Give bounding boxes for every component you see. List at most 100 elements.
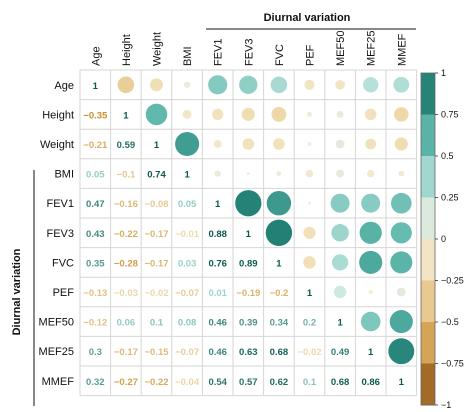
correlation-value: 0.1 xyxy=(303,377,317,388)
correlation-value: 0.68 xyxy=(270,347,289,358)
correlation-circle xyxy=(367,169,375,178)
correlation-circle xyxy=(363,77,379,93)
correlation-circle xyxy=(307,111,312,117)
correlation-circle xyxy=(331,224,349,242)
correlation-circle xyxy=(303,256,316,269)
correlation-value: −0.27 xyxy=(114,377,138,388)
column-label: MEF25 xyxy=(366,31,378,66)
correlation-value: 0.06 xyxy=(117,318,136,329)
correlation-circle xyxy=(364,108,377,121)
correlation-circle xyxy=(393,76,410,93)
correlation-circle xyxy=(359,221,382,244)
correlation-value: 0.43 xyxy=(86,229,105,240)
diagonal-label: 1 xyxy=(246,229,252,240)
colorbar-segment xyxy=(421,322,435,364)
correlation-circle xyxy=(388,338,415,365)
correlation-circle xyxy=(360,311,381,332)
correlation-value: −0.22 xyxy=(144,377,168,388)
correlation-circle xyxy=(336,110,344,118)
group-label-top: Diurnal variation xyxy=(264,12,351,24)
correlation-value: −0.02 xyxy=(297,347,321,358)
row-label: FEV1 xyxy=(46,198,74,210)
column-label: Height xyxy=(121,34,133,66)
correlation-circle xyxy=(271,106,287,122)
colorbar-tick-label: −0.5 xyxy=(441,317,459,327)
correlation-grid: Age Height Weight BMI FEV1 FEV3 FVC PEF MEF50 MEF… xyxy=(39,31,418,397)
correlation-circle xyxy=(368,290,373,294)
correlation-circle xyxy=(390,251,413,274)
correlation-circle xyxy=(145,103,168,126)
correlation-value: −0.2 xyxy=(270,288,289,299)
correlation-circle xyxy=(331,254,349,271)
correlation-circle xyxy=(175,131,200,157)
correlation-circle xyxy=(394,137,408,151)
correlation-value: 0.68 xyxy=(331,377,350,388)
column-label: Weight xyxy=(152,32,164,66)
correlation-circle xyxy=(241,107,255,121)
diagonal-label: 1 xyxy=(337,318,343,329)
correlation-value: 0.57 xyxy=(239,377,258,388)
correlation-circle xyxy=(365,138,377,150)
correlation-value: −0.21 xyxy=(83,140,108,151)
correlation-circle xyxy=(396,287,406,297)
correlation-value: 0.05 xyxy=(86,170,105,181)
correlation-value: −0.17 xyxy=(144,258,168,269)
colorbar-segment xyxy=(421,73,435,115)
correlation-value: −0.03 xyxy=(114,288,138,299)
correlation-value: −0.19 xyxy=(236,288,260,299)
correlation-value: 0.35 xyxy=(86,258,105,269)
row-label: Height xyxy=(42,109,74,121)
correlation-value: 0.2 xyxy=(303,318,316,329)
correlation-value: −0.35 xyxy=(83,110,108,121)
column-label: FVC xyxy=(274,44,286,66)
correlation-value: 0.1 xyxy=(150,318,164,329)
correlation-value: 0.86 xyxy=(361,377,380,388)
correlation-value: 0.03 xyxy=(178,258,197,269)
column-label: MEF50 xyxy=(335,31,347,66)
correlation-circle xyxy=(394,107,409,122)
colorbar-segment xyxy=(421,197,435,240)
correlation-circle xyxy=(304,79,315,90)
correlation-circle xyxy=(265,219,293,247)
diagonal-label: 1 xyxy=(93,81,99,92)
correlation-value: 0.88 xyxy=(208,229,227,240)
correlation-circle xyxy=(242,138,255,150)
correlation-circle xyxy=(305,169,314,178)
correlation-circle xyxy=(336,169,345,178)
column-label: MMEF xyxy=(396,33,408,66)
correlation-value: 0.34 xyxy=(270,318,289,329)
correlation-value: −0.04 xyxy=(175,377,200,388)
diagonal-label: 1 xyxy=(399,377,405,388)
correlation-circle xyxy=(276,171,282,177)
correlation-value: 0.62 xyxy=(270,377,289,388)
correlation-value: 0.49 xyxy=(331,347,350,358)
diagonal-label: 1 xyxy=(154,140,160,151)
row-label: MEF25 xyxy=(39,346,74,358)
column-label: BMI xyxy=(182,46,194,66)
correlation-circle xyxy=(183,81,191,88)
column-label: FEV1 xyxy=(213,38,225,66)
correlation-value: 0.74 xyxy=(147,170,166,181)
correlation-value: 0.89 xyxy=(239,258,258,269)
correlation-value: 0.47 xyxy=(86,199,105,210)
row-label: MMEF xyxy=(42,376,75,388)
correlation-circle xyxy=(212,108,224,120)
correlation-circle xyxy=(335,79,345,90)
row-label: PEF xyxy=(53,287,75,299)
correlation-circle xyxy=(389,310,413,334)
correlation-circle xyxy=(361,193,381,213)
colorbar-segment xyxy=(421,239,435,281)
correlation-value: −0.02 xyxy=(144,288,168,299)
correlation-value: 0.63 xyxy=(239,347,258,358)
correlation-value: −0.22 xyxy=(114,229,138,240)
correlation-circle xyxy=(303,226,316,239)
row-label: BMI xyxy=(54,169,74,181)
correlation-value: 0.46 xyxy=(208,318,227,329)
correlation-value: 0.54 xyxy=(208,377,227,388)
colorbar-segment xyxy=(421,280,435,323)
correlation-circle xyxy=(246,172,250,176)
colorbar-tick-label: −0.75 xyxy=(441,359,464,369)
correlation-value: −0.16 xyxy=(114,199,138,210)
correlation-circle xyxy=(391,192,412,214)
correlation-value: −0.07 xyxy=(175,288,199,299)
